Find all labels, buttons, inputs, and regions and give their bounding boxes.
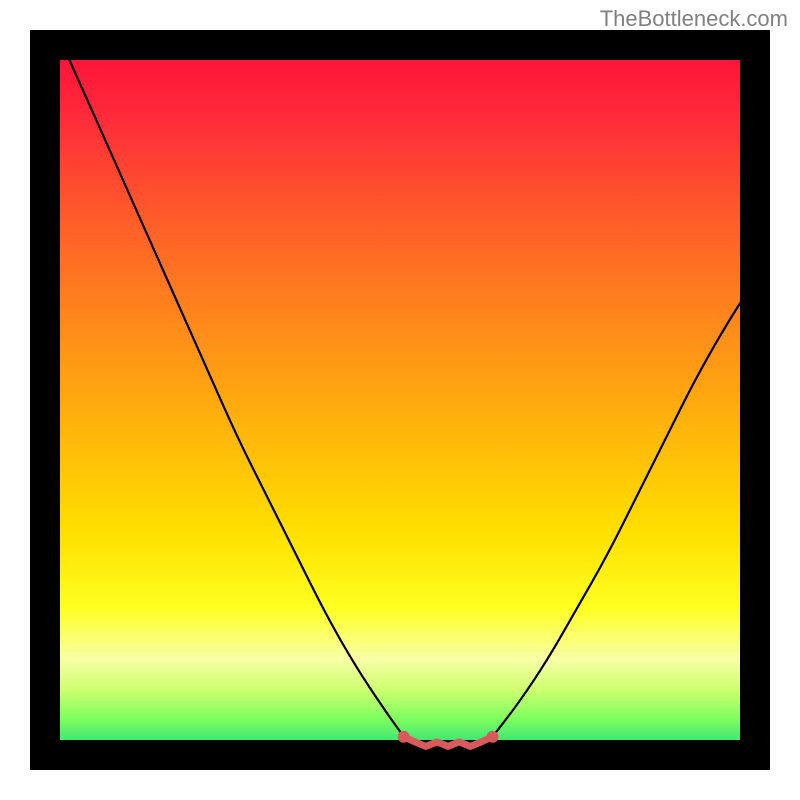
basin-dot-left <box>398 731 410 743</box>
right-curve <box>493 285 752 736</box>
chart-curves <box>30 30 770 770</box>
watermark-text: TheBottleneck.com <box>600 6 788 32</box>
bottleneck-chart <box>30 30 770 770</box>
basin-dot-right <box>487 731 499 743</box>
basin-curve <box>404 737 493 747</box>
left-curve <box>56 30 404 737</box>
